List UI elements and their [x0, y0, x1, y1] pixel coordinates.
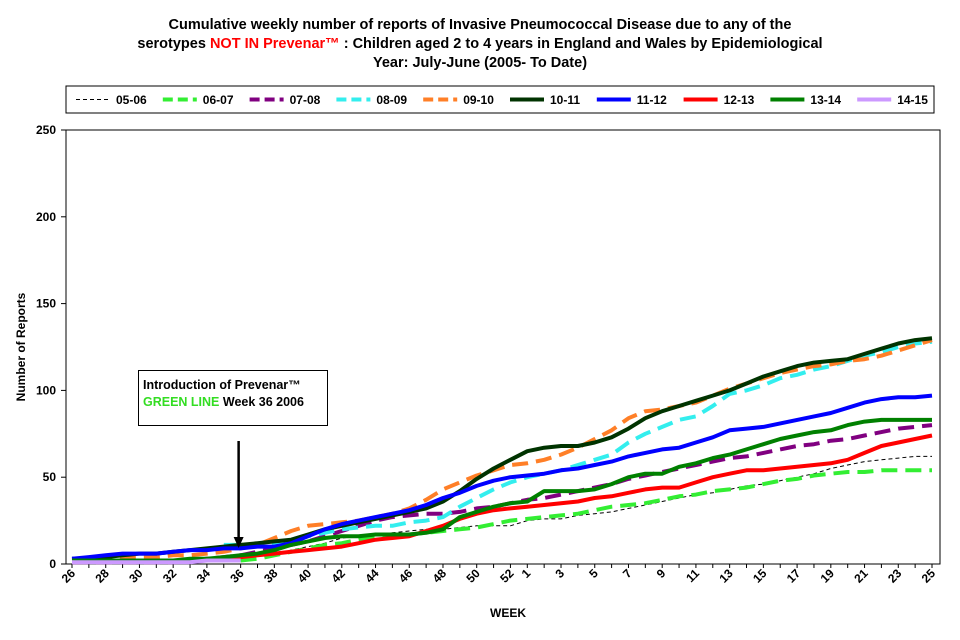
annotation-box: Introduction of Prevenar™ GREEN LINE Wee…: [138, 370, 328, 426]
legend-label-10-11: 10-11: [550, 93, 580, 107]
series-line-14-15: [72, 558, 241, 565]
x-tick-label: 50: [463, 566, 483, 586]
y-tick-label: 100: [36, 383, 56, 397]
x-tick-label: 25: [919, 566, 939, 586]
x-tick-label: 15: [750, 566, 770, 586]
x-tick-label: 1: [519, 566, 534, 581]
y-tick-label: 150: [36, 297, 56, 311]
x-axis-title: WEEK: [490, 606, 526, 620]
series-line-06-07: [240, 468, 932, 563]
y-axis-title: Number of Reports: [14, 292, 28, 401]
legend-label-09-10: 09-10: [463, 93, 494, 107]
legend-label-05-06: 05-06: [116, 93, 147, 107]
title-line-1: Cumulative weekly number of reports of I…: [168, 17, 792, 33]
title-highlight: NOT IN Prevenar™: [209, 36, 340, 52]
x-tick-label: 26: [59, 566, 79, 586]
annotation-arrow-head: [233, 537, 244, 548]
annotation-line-1: Introduction of Prevenar™: [143, 378, 301, 392]
y-tick-label: 200: [36, 210, 56, 224]
x-tick-label: 48: [430, 566, 450, 586]
x-tick-label: 9: [654, 566, 669, 581]
x-tick-label: 42: [329, 566, 349, 586]
x-tick-label: 23: [885, 566, 905, 586]
legend-label-06-07: 06-07: [203, 93, 234, 107]
x-tick-label: 52: [497, 566, 517, 586]
title-line-2-prefix: serotypes: [137, 36, 210, 52]
y-tick-label: 0: [49, 557, 56, 571]
x-tick-label: 28: [93, 566, 113, 586]
x-tick-label: 7: [620, 566, 635, 581]
x-tick-label: 13: [716, 566, 736, 586]
title-line-2: serotypes NOT IN Prevenar™ : Children ag…: [60, 35, 900, 54]
x-tick-label: 21: [851, 566, 871, 586]
x-tick-label: 5: [586, 566, 601, 581]
x-tick-label: 46: [396, 566, 416, 586]
y-tick-label: 50: [43, 470, 57, 484]
y-tick-label: 250: [36, 123, 56, 137]
plot-area: [65, 129, 941, 565]
series-line-11-12: [71, 393, 933, 561]
x-tick-label: 36: [227, 566, 247, 586]
x-tick-label: 34: [194, 566, 214, 586]
x-tick-label: 19: [818, 566, 838, 586]
x-tick-label: 32: [160, 566, 180, 586]
series-line-13-14: [72, 417, 932, 563]
legend-label-13-14: 13-14: [810, 93, 841, 107]
x-tick-label: 11: [683, 566, 702, 585]
annotation-week-text: Week 36 2006: [219, 395, 304, 409]
legend-label-07-08: 07-08: [290, 93, 321, 107]
x-tick-label: 38: [261, 566, 281, 586]
series-line-08-09: [223, 339, 933, 547]
legend-label-12-13: 12-13: [724, 93, 755, 107]
annotation-green-text: GREEN LINE: [143, 395, 220, 409]
title-line-2-suffix: : Children aged 2 to 4 years in England …: [339, 36, 823, 52]
x-tick-label: 17: [784, 566, 804, 586]
title-line-3: Year: July-June (2005- To Date): [372, 55, 588, 71]
annotation-line-2: GREEN LINE Week 36 2006: [143, 394, 327, 411]
x-tick-label: 44: [362, 566, 382, 586]
x-tick-label: 40: [295, 566, 315, 586]
chart-title: Cumulative weekly number of reports of I…: [60, 16, 900, 73]
legend-label-11-12: 11-12: [637, 93, 667, 107]
legend-label-08-09: 08-09: [376, 93, 407, 107]
series-line-09-10: [71, 338, 933, 563]
x-tick-label: 3: [553, 566, 568, 581]
x-tick-label: 30: [126, 566, 146, 586]
legend-label-14-15: 14-15: [897, 93, 928, 107]
